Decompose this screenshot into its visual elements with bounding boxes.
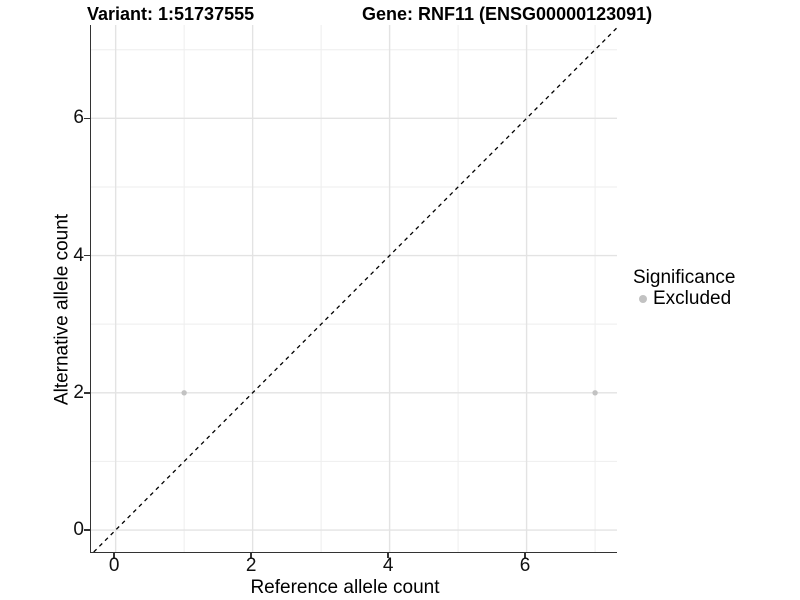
x-axis-tick-label: 4: [382, 555, 394, 576]
legend: Significance Excluded: [633, 268, 798, 310]
x-axis-tick: [387, 552, 389, 558]
x-axis-tick: [250, 552, 252, 558]
y-axis-tick-label: 6: [73, 107, 84, 129]
data-point: [591, 390, 598, 396]
plot-canvas: [90, 25, 617, 552]
plot-title-gene: Gene: RNF11 (ENSG00000123091): [362, 4, 653, 24]
x-axis-title: Reference allele count: [250, 577, 440, 598]
x-axis-tick: [524, 552, 526, 558]
plot-title-variant: Variant: 1:51737555: [87, 4, 255, 24]
plot-panel: [89, 25, 617, 553]
y-axis-tick: [84, 392, 90, 394]
x-axis-tick: [113, 552, 115, 558]
y-axis-tick: [84, 117, 90, 120]
y-axis-title: Alternative allele count: [51, 213, 73, 406]
y-axis-tick: [84, 529, 90, 531]
x-axis-tick-label: 6: [519, 555, 531, 576]
legend-point-icon: [639, 295, 647, 303]
legend-entry-label: Excluded: [653, 288, 732, 309]
legend-entry-excluded: Excluded: [633, 288, 798, 310]
y-axis-tick-label: 4: [73, 244, 84, 266]
y-axis-tick: [84, 254, 90, 257]
y-axis-tick-label: 2: [73, 381, 84, 403]
legend-title: Significance: [633, 267, 736, 288]
x-axis-tick-label: 0: [108, 555, 120, 576]
data-point: [180, 390, 187, 396]
y-axis-tick-label: 0: [73, 519, 84, 541]
x-axis-tick-label: 2: [245, 555, 257, 576]
